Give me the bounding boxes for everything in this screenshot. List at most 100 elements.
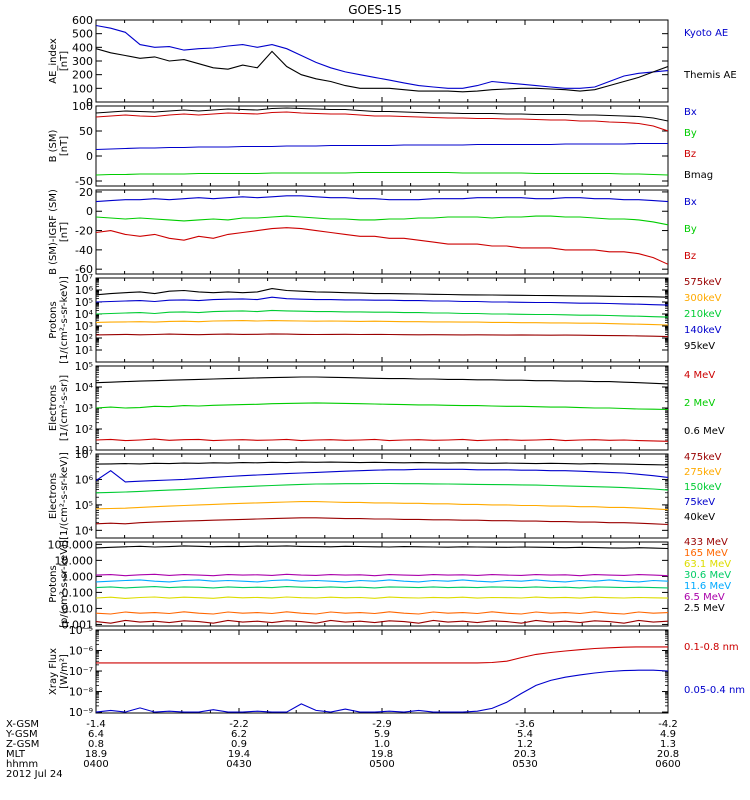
y-tick-label: -50 [75, 175, 93, 188]
panel-frame [95, 19, 669, 103]
y-tick-label: 10⁻⁵ [69, 624, 93, 637]
y-tick-label: 10⁷ [75, 448, 93, 461]
y-axis-label-line: B (SM)-IGRF (SM) [48, 189, 59, 275]
y-axis-label-line: [nT] [59, 136, 70, 156]
series-line-2-5-mev [96, 545, 668, 550]
y-tick-label: -40 [75, 244, 93, 257]
series-line-210kev [96, 309, 668, 318]
series-line-275kev [96, 501, 668, 511]
panel-frame [95, 189, 669, 275]
footer-value: 6.2 [231, 729, 247, 740]
legend-by: By [684, 128, 697, 139]
y-tick-label: 0 [86, 205, 93, 218]
y-tick-label: -60 [75, 263, 93, 276]
footer-value: -3.6 [515, 719, 535, 730]
y-tick-label: 1.000 [62, 570, 94, 583]
y-tick-label: 10⁶ [75, 284, 94, 297]
series-line-2-mev [96, 402, 668, 411]
series-line-4-mev [96, 438, 668, 442]
series-line-30-6-mev [96, 586, 668, 589]
legend-75kev: 75keV [684, 497, 715, 508]
y-axis-label-line: [W/m²] [59, 654, 70, 689]
y-tick-label: 0 [86, 150, 93, 163]
y-tick-label: -20 [75, 225, 93, 238]
series-line-kyoto-ae [96, 24, 668, 89]
legend-275kev: 275keV [684, 467, 722, 478]
y-axis-label: AE_index[nT] [48, 38, 70, 84]
footer-row-label: Y-GSM [5, 729, 38, 740]
panel-frame [95, 629, 669, 714]
panel-b_sm: -50 0 50 100 B (SM)[nT] Bx By Bz Bmag [48, 100, 713, 188]
series-line-bmag [96, 107, 668, 122]
y-axis-label: Electrons[1/(cm²-s-sr)] [48, 375, 70, 441]
legend-210kev: 210keV [684, 309, 722, 320]
y-tick-label: 50 [79, 125, 93, 138]
y-tick-label: 100.000 [48, 538, 94, 551]
y-axis-label-line: Protons [48, 565, 59, 602]
y-tick-label: 10⁵ [75, 499, 93, 512]
y-axis-label: B (SM)-IGRF (SM)[nT] [48, 189, 70, 275]
legend-475kev: 475keV [684, 452, 722, 463]
y-axis-label-line: Protons [48, 301, 59, 338]
footer-value: -1.4 [86, 719, 106, 730]
y-tick-label: 0.001 [62, 618, 94, 631]
y-axis-label: Electrons[1/(cm²-s-sr-keV)] [48, 452, 70, 540]
legend-2-mev: 2 MeV [684, 398, 715, 409]
series-line-themis-ae [96, 48, 668, 93]
footer-value: 5.4 [517, 729, 533, 740]
y-tick-label: 10³ [75, 320, 93, 333]
y-tick-label: 100 [72, 100, 93, 113]
footer-value: 1.0 [374, 739, 390, 750]
footer-row-label: MLT [6, 749, 26, 760]
y-axis-label: Protons[1/(cm²-s-sr-keV)] [48, 276, 70, 364]
y-tick-label: 10¹ [75, 344, 93, 357]
legend-575kev: 575keV [684, 277, 722, 288]
y-tick-label: 100 [72, 82, 93, 95]
y-axis-label-line: [1/(cm²-s-sr-keV)] [59, 276, 70, 364]
series-line-bx [96, 142, 668, 151]
y-axis-label-line: [p/(cm²-s-sr-keV)] [59, 540, 70, 628]
series-line-475kev [96, 517, 668, 526]
y-axis-label-line: Electrons [48, 385, 59, 431]
y-tick-label: 10¹ [75, 444, 93, 457]
series-line-bz [96, 111, 668, 132]
legend-bz: Bz [684, 251, 696, 262]
series-line-0-05-0-4-nm [96, 669, 668, 713]
footer-value: 6.4 [88, 729, 104, 740]
legend-150kev: 150keV [684, 482, 722, 493]
y-axis-label-line: [nT] [59, 222, 70, 242]
panel-frame [95, 453, 669, 539]
footer-value: 4.9 [660, 729, 676, 740]
legend-2-5-mev: 2.5 MeV [684, 603, 725, 614]
footer-value: 20.8 [657, 749, 679, 760]
legend-95kev: 95keV [684, 341, 715, 352]
y-axis-label-line: B (SM) [48, 129, 59, 162]
footer-value: 19.4 [228, 749, 250, 760]
series-line-0-1-0-8-nm [96, 646, 668, 664]
series-line-300kev [96, 320, 668, 326]
y-tick-label: 10² [75, 332, 93, 345]
legend-bz: Bz [684, 149, 696, 160]
panel-electrons_kev: 10⁴ 10⁵ 10⁶ 10⁷ Electrons[1/(cm²-s-sr-keV)] 4… [48, 448, 722, 540]
footer-value: 0530 [512, 759, 537, 770]
y-axis-label-line: [1/(cm²-s-sr-keV)] [59, 452, 70, 540]
footer-row-label: X-GSM [6, 719, 39, 730]
series-line-95kev [96, 288, 668, 298]
footer-value: 0.9 [231, 739, 247, 750]
footer-value: 20.3 [514, 749, 536, 760]
series-line-433-mev [96, 619, 668, 624]
legend-300kev: 300keV [684, 293, 722, 304]
y-tick-label: 500 [72, 28, 93, 41]
y-tick-label: 10⁴ [75, 524, 94, 537]
panel-electrons_mev: 10¹ 10² 10³ 10⁴ 10⁵ Electrons[1/(cm²-s-sr)] 4 … [48, 360, 725, 457]
footer-value: 1.3 [660, 739, 676, 750]
series-line-140kev [96, 296, 668, 306]
legend-bx: Bx [684, 107, 697, 118]
y-tick-label: 10⁴ [75, 308, 94, 321]
series-line-75kev [96, 468, 668, 483]
y-tick-label: 10⁻⁹ [69, 706, 93, 719]
legend-4-mev: 4 MeV [684, 370, 715, 381]
panel-protons_mev: 0.0010.0100.1001.00010.000100.000Protons… [48, 537, 732, 631]
